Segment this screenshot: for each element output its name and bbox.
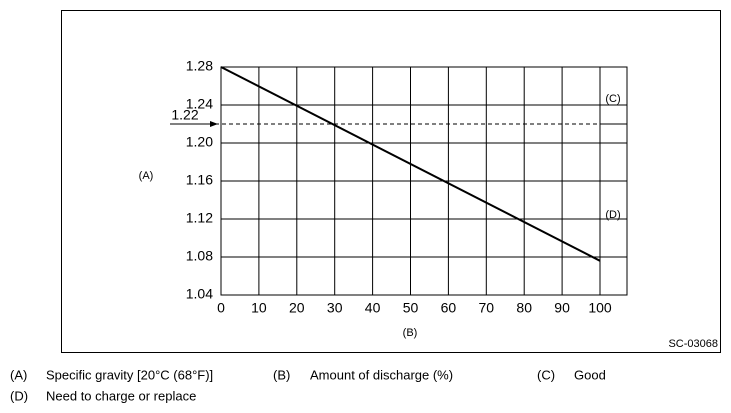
threshold-label: 1.22: [171, 107, 198, 123]
x-tick-label: 60: [441, 300, 457, 316]
legend-text: Specific gravity [20°C (68°F)]: [46, 367, 213, 382]
x-tick-label: 70: [479, 300, 495, 316]
legend-key: (C): [537, 367, 555, 382]
legend-key: (B): [273, 367, 290, 382]
x-tick-label: 30: [327, 300, 343, 316]
y-tick-label: 1.12: [186, 210, 213, 226]
x-tick-label: 100: [588, 300, 612, 316]
zone-label: (C): [605, 93, 620, 105]
y-tick-label: 1.20: [186, 134, 213, 150]
y-tick-label: 1.24: [186, 96, 213, 112]
x-tick-label: 80: [516, 300, 532, 316]
data-line: [220, 66, 601, 262]
y-tick-label: 1.28: [186, 58, 213, 74]
legend-key: (A): [10, 367, 27, 382]
x-tick-label: 40: [365, 300, 381, 316]
figure-id: SC-03068: [668, 338, 718, 350]
y-axis-label: (A): [139, 170, 154, 182]
x-tick-label: 10: [251, 300, 267, 316]
y-tick-label: 1.04: [186, 286, 213, 302]
x-tick-label: 50: [403, 300, 419, 316]
x-tick-label: 90: [554, 300, 570, 316]
legend-text: Good: [574, 367, 606, 382]
legend-key: (D): [10, 388, 28, 403]
arrow-head: [210, 121, 218, 127]
x-axis-label: (B): [403, 327, 418, 339]
y-tick-label: 1.16: [186, 172, 213, 188]
plot: 1.04 1.08 1.12 1.16 1.20 1.24 1.28 0 10 20 30 40 50 6…: [170, 58, 628, 316]
y-tick-label: 1.08: [186, 248, 213, 264]
x-tick-label: 0: [217, 300, 225, 316]
zone-label: (D): [605, 209, 620, 221]
x-tick-label: 20: [289, 300, 305, 316]
figure-frame: [61, 10, 721, 353]
legend-text: Amount of discharge (%): [310, 367, 453, 382]
legend-text: Need to charge or replace: [46, 388, 196, 403]
